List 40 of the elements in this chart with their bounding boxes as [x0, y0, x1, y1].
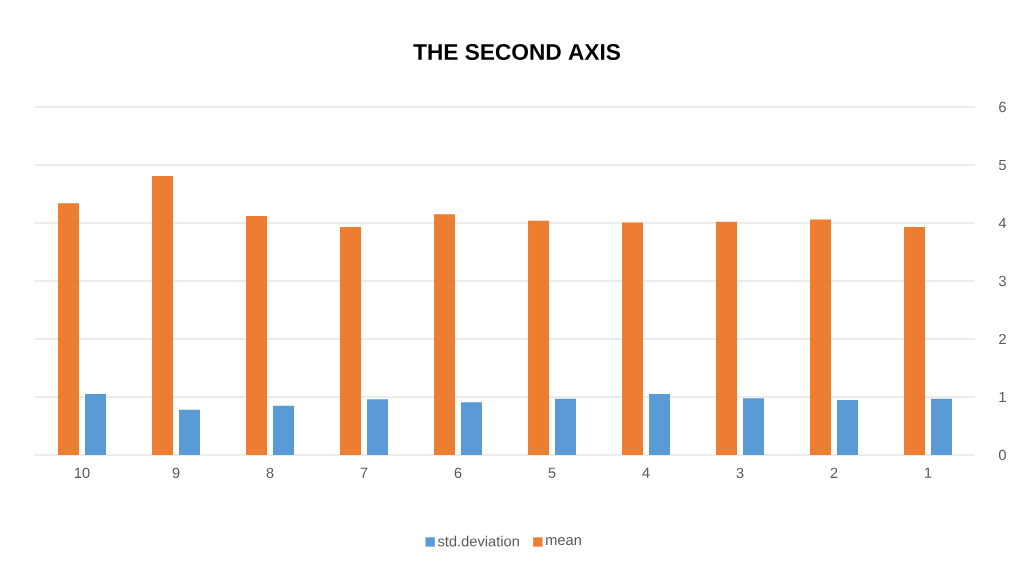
x-tick-label: 6 [454, 467, 462, 479]
chart-title: THE SECOND AXIS [413, 43, 621, 61]
bar [367, 399, 388, 455]
y-tick-label: 4 [998, 217, 1007, 229]
bar [528, 220, 550, 455]
bar [461, 402, 482, 455]
bar [810, 219, 832, 455]
legend-label: std.deviation [437, 535, 519, 547]
bar [622, 222, 644, 455]
y-tick-label: 1 [999, 391, 1006, 403]
bar [434, 214, 456, 455]
bar [58, 203, 80, 455]
x-tick-label: 7 [360, 467, 368, 478]
x-tick-label: 8 [266, 467, 274, 479]
bar [931, 398, 952, 455]
x-tick-label: 4 [642, 467, 650, 478]
y-tick-label: 5 [998, 159, 1006, 171]
x-tick-label: 3 [736, 467, 744, 479]
x-tick-label: 5 [548, 467, 556, 478]
legend-label: mean [546, 537, 581, 546]
x-tick-label: 10 [74, 467, 90, 479]
y-tick-label: 0 [998, 449, 1006, 461]
bar [179, 409, 200, 455]
x-tick-label: 2 [830, 467, 838, 478]
bar [85, 394, 106, 455]
bar [340, 227, 362, 455]
bar [904, 227, 926, 455]
bar [246, 216, 268, 455]
y-tick-label: 3 [998, 275, 1006, 287]
bar [716, 221, 738, 455]
bar [743, 398, 764, 455]
bar [837, 399, 858, 455]
x-tick-label: 9 [172, 467, 180, 479]
x-tick-label: 1 [925, 467, 932, 478]
y-tick-label: 2 [999, 333, 1006, 345]
bar [649, 394, 670, 455]
y-tick-label: 6 [999, 101, 1006, 113]
bar [152, 176, 174, 455]
bar [273, 405, 294, 455]
bar [555, 398, 576, 455]
